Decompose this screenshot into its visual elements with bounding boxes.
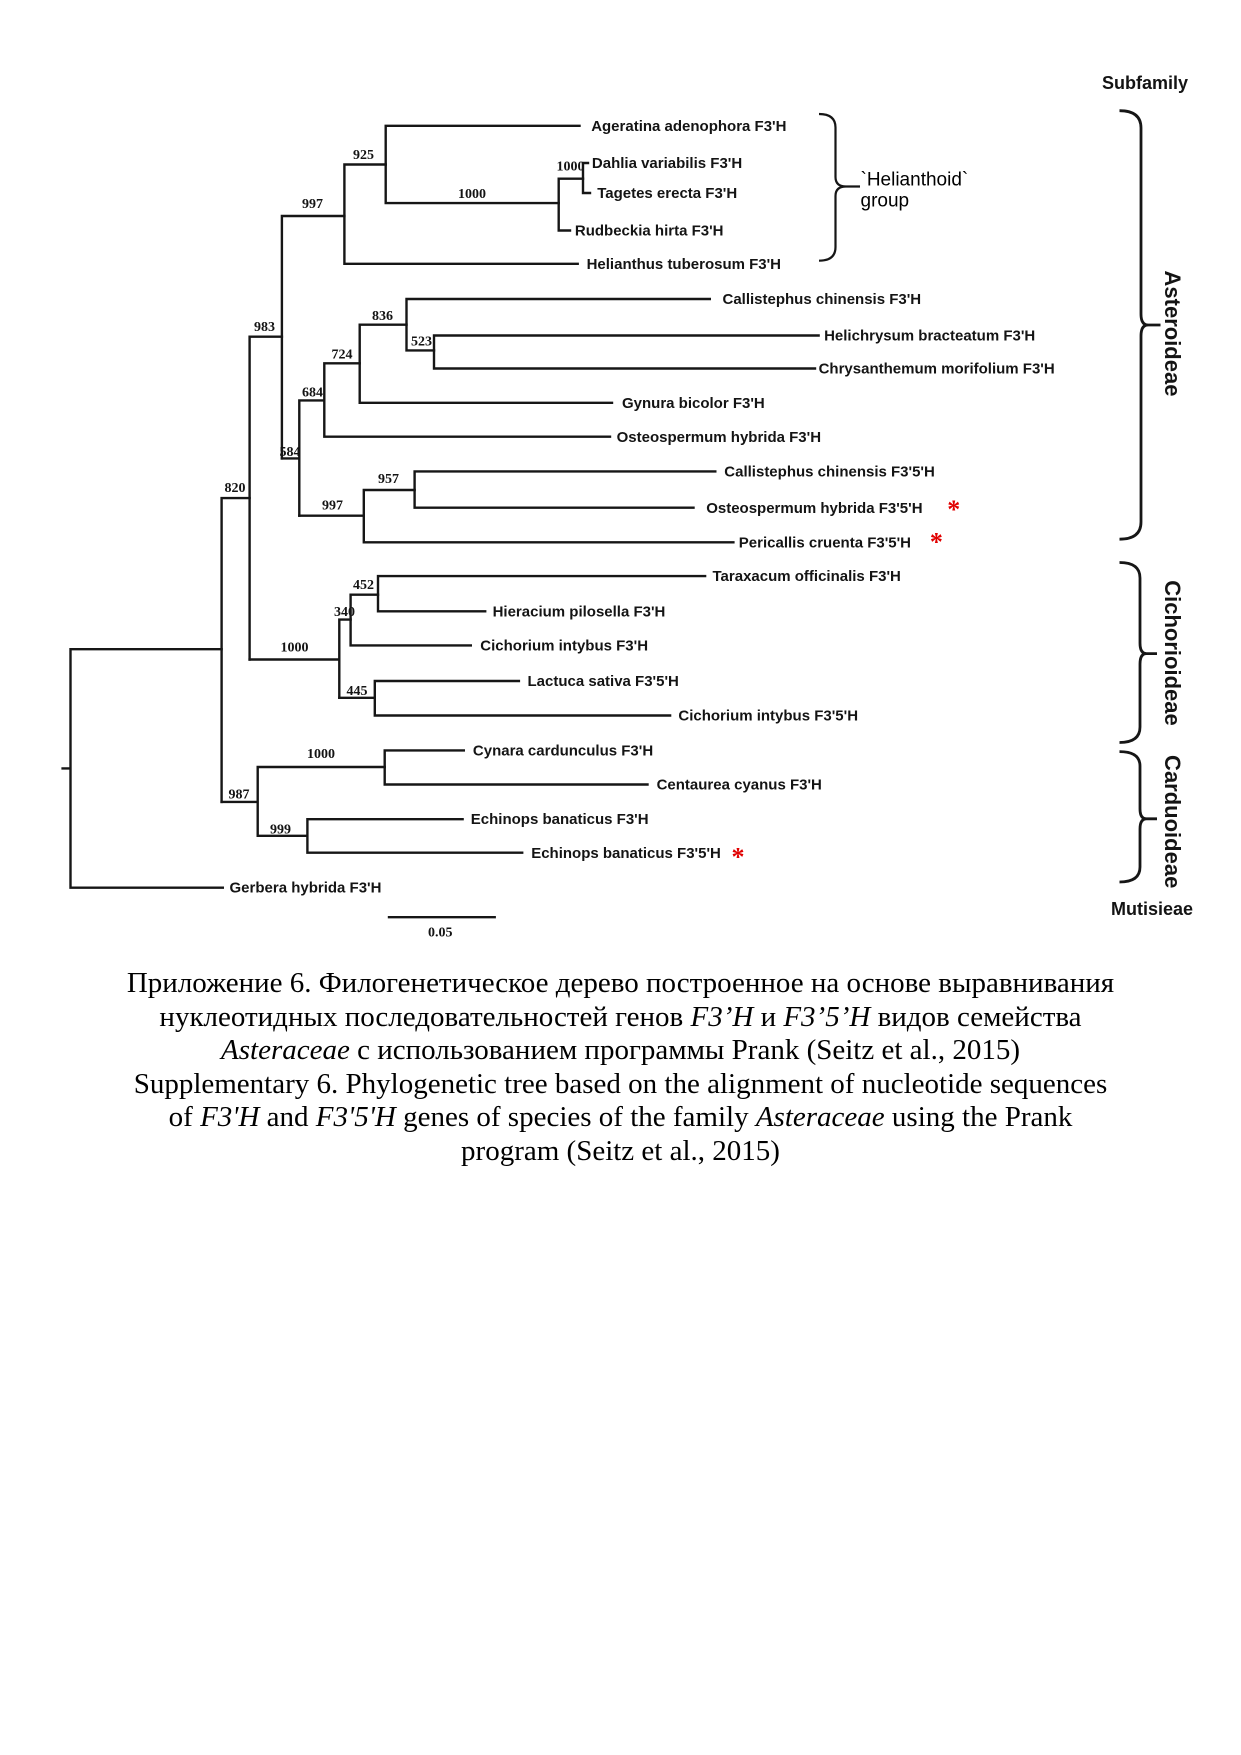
svg-text:836: 836 — [372, 309, 393, 324]
svg-text:Callistephus chinensis F3'H: Callistephus chinensis F3'H — [723, 291, 922, 308]
svg-text:983: 983 — [254, 320, 275, 335]
svg-text:724: 724 — [332, 348, 353, 363]
svg-text:Cichorium intybus F3'H: Cichorium intybus F3'H — [480, 638, 648, 655]
svg-text:987: 987 — [229, 788, 250, 803]
svg-text:452: 452 — [353, 578, 374, 593]
svg-text:Asteroideae: Asteroideae — [1160, 271, 1185, 397]
svg-text:Cynara cardunculus F3'H: Cynara cardunculus F3'H — [473, 743, 653, 760]
svg-text:1000: 1000 — [557, 160, 585, 175]
svg-text:*: * — [732, 843, 745, 872]
svg-text:Pericallis cruenta F3'5'H: Pericallis cruenta F3'5'H — [739, 535, 911, 552]
svg-text:Chrysanthemum morifolium F3'H: Chrysanthemum morifolium F3'H — [819, 361, 1055, 378]
svg-text:820: 820 — [225, 481, 246, 496]
svg-text:523: 523 — [411, 335, 432, 350]
svg-text:Tagetes erecta F3'H: Tagetes erecta F3'H — [597, 185, 737, 202]
svg-text:1000: 1000 — [281, 641, 309, 656]
svg-text:997: 997 — [302, 197, 323, 212]
svg-text:*: * — [930, 528, 943, 557]
svg-text:Echinops banaticus F3'5'H: Echinops banaticus F3'5'H — [531, 845, 721, 862]
svg-text:999: 999 — [270, 823, 291, 838]
svg-text:Gynura bicolor F3'H: Gynura bicolor F3'H — [622, 395, 765, 412]
svg-text:Hieracium pilosella F3'H: Hieracium pilosella F3'H — [493, 604, 666, 621]
svg-text:Mutisieae: Mutisieae — [1111, 899, 1193, 919]
svg-text:Taraxacum officinalis F3'H: Taraxacum officinalis F3'H — [713, 568, 901, 585]
svg-text:Subfamily: Subfamily — [1102, 73, 1188, 93]
svg-text:Centaurea cyanus F3'H: Centaurea cyanus F3'H — [657, 777, 822, 794]
svg-text:Gerbera hybrida F3'H: Gerbera hybrida F3'H — [230, 880, 382, 897]
svg-text:Cichorioideae: Cichorioideae — [1160, 580, 1185, 725]
svg-text:Carduoideae: Carduoideae — [1160, 755, 1185, 888]
svg-text:Rudbeckia hirta F3'H: Rudbeckia hirta F3'H — [575, 223, 724, 240]
svg-text:925: 925 — [353, 148, 374, 163]
svg-text:*: * — [947, 495, 960, 524]
svg-text:Osteospermum hybrida F3'H: Osteospermum hybrida F3'H — [617, 429, 821, 446]
svg-text:Dahlia variabilis F3'H: Dahlia variabilis F3'H — [592, 155, 742, 172]
svg-text:684: 684 — [302, 386, 323, 401]
svg-text:1000: 1000 — [307, 747, 335, 762]
svg-text:Helichrysum bracteatum F3'H: Helichrysum bracteatum F3'H — [824, 328, 1035, 345]
svg-text:group: group — [861, 191, 910, 212]
svg-text:997: 997 — [322, 499, 343, 514]
svg-text:340: 340 — [334, 605, 355, 620]
svg-text:Cichorium intybus F3'5'H: Cichorium intybus F3'5'H — [678, 708, 858, 725]
svg-text:Echinops banaticus F3'H: Echinops banaticus F3'H — [471, 811, 649, 828]
svg-text:Callistephus chinensis F3'5'H: Callistephus chinensis F3'5'H — [724, 464, 935, 481]
svg-text:Osteospermum hybrida F3'5'H: Osteospermum hybrida F3'5'H — [706, 500, 922, 517]
svg-text:1000: 1000 — [458, 187, 486, 202]
svg-text:957: 957 — [378, 472, 399, 487]
svg-text:Lactuca sativa F3'5'H: Lactuca sativa F3'5'H — [528, 673, 679, 690]
svg-text:Helianthus tuberosum F3'H: Helianthus tuberosum F3'H — [587, 256, 781, 273]
svg-text:Ageratina adenophora F3'H: Ageratina adenophora F3'H — [591, 118, 786, 135]
svg-text:0.05: 0.05 — [428, 926, 453, 941]
svg-text:584: 584 — [280, 445, 301, 460]
svg-text:445: 445 — [347, 684, 368, 699]
svg-text:`Helianthoid`: `Helianthoid` — [861, 170, 969, 191]
